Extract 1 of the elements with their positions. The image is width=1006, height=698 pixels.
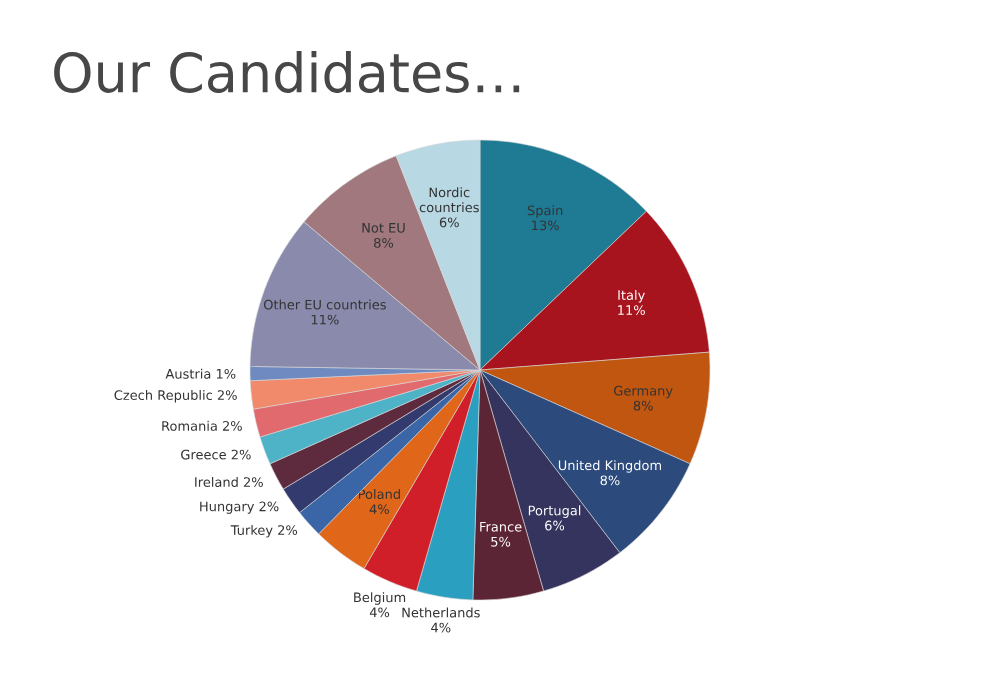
chart-title: Our Candidates… [54, 51, 520, 93]
